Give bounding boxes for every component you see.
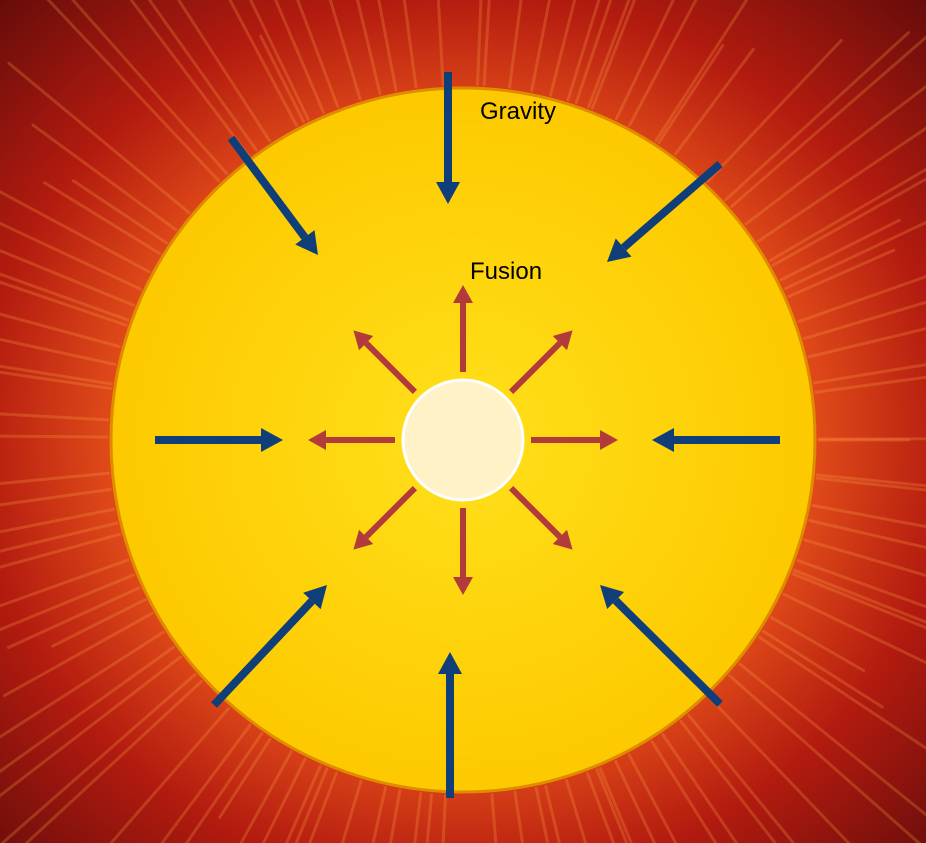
sun-diagram-svg xyxy=(0,0,926,843)
core-circle xyxy=(403,380,523,500)
gravity-label: Gravity xyxy=(480,98,556,126)
diagram-stage: Gravity Fusion xyxy=(0,0,926,843)
fusion-label: Fusion xyxy=(470,258,542,286)
